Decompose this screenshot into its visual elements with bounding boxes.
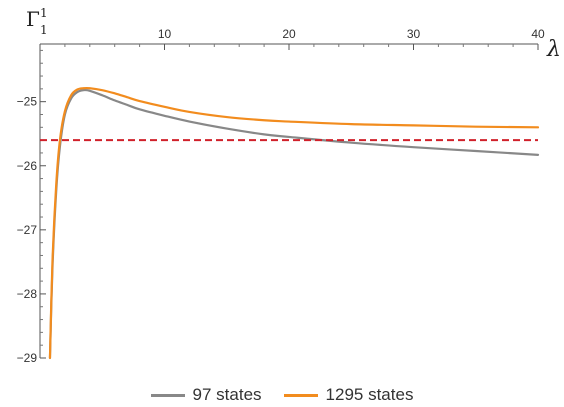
y-axis-title-superscript: 1 <box>40 6 48 20</box>
legend: 97 states 1295 states <box>0 383 564 407</box>
y-tick-label: −27 <box>17 223 38 237</box>
legend-label-97-states: 97 states <box>192 385 262 404</box>
legend-entry-97-states: 97 states <box>150 385 262 405</box>
y-axis-title-symbol: Γ <box>26 7 40 31</box>
y-tick-label: −29 <box>17 351 38 365</box>
series-layer <box>40 86 540 360</box>
axes <box>39 43 538 358</box>
x-tick-label: 20 <box>282 27 296 41</box>
legend-label-1295-states: 1295 states <box>325 385 414 404</box>
y-tick-label: −26 <box>17 159 38 173</box>
x-axis-title: λ <box>546 37 561 62</box>
legend-swatch-1295-states <box>283 393 318 397</box>
x-tick-label: 10 <box>158 27 172 41</box>
y-axis-title-subscript: 1 <box>40 23 48 37</box>
legend-entry-1295-states: 1295 states <box>283 385 414 405</box>
series-line-97-states <box>48 88 540 360</box>
axis-titles: Γ 1 1 λ <box>26 6 561 62</box>
x-tick-label: 30 <box>407 27 421 41</box>
legend-swatch-97-states <box>150 393 185 397</box>
y-axis-title: Γ <box>26 7 40 31</box>
y-tick-label: −25 <box>17 95 38 109</box>
ticks: 10 20 30 40 −25 −26 −27 −28 −29 <box>17 27 545 365</box>
x-tick-label: 40 <box>531 27 545 41</box>
y-tick-label: −28 <box>17 287 38 301</box>
series-line-1295-states <box>48 86 540 360</box>
